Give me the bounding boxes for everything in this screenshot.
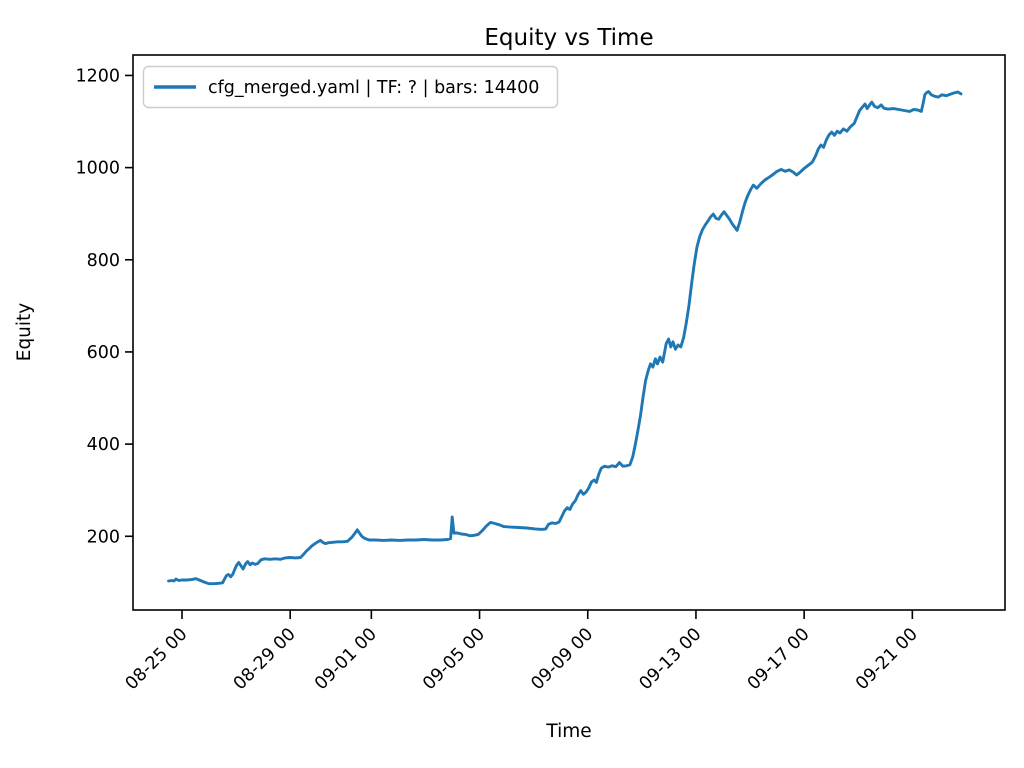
y-tick-label: 600 bbox=[87, 343, 120, 363]
x-tick-label: 09-09 00 bbox=[528, 624, 598, 694]
x-axis-label: Time bbox=[545, 721, 591, 742]
legend: cfg_merged.yaml | TF: ? | bars: 14400 bbox=[142, 65, 559, 109]
plot-border bbox=[132, 54, 1006, 611]
x-tick-label: 09-13 00 bbox=[636, 624, 706, 694]
y-tick-label: 1000 bbox=[75, 159, 120, 179]
y-tick-label: 200 bbox=[87, 527, 120, 547]
x-tick-label: 09-05 00 bbox=[419, 624, 489, 694]
x-tick-label: 08-29 00 bbox=[230, 624, 300, 694]
y-tick-label: 800 bbox=[87, 251, 120, 271]
x-tick-label: 08-25 00 bbox=[122, 624, 192, 694]
legend-box bbox=[142, 65, 559, 109]
x-tick-label: 09-21 00 bbox=[852, 624, 922, 694]
series-layer bbox=[167, 90, 963, 586]
legend-label: cfg_merged.yaml | TF: ? | bars: 14400 bbox=[208, 78, 539, 98]
x-tick-label: 09-17 00 bbox=[744, 624, 814, 694]
y-tick-label: 1200 bbox=[75, 66, 120, 86]
chart-title: Equity vs Time bbox=[484, 25, 653, 51]
y-axis-label: Equity bbox=[14, 303, 35, 362]
equity-line bbox=[167, 90, 963, 586]
x-tick-label: 09-01 00 bbox=[311, 624, 381, 694]
y-tick-label: 400 bbox=[87, 435, 120, 455]
